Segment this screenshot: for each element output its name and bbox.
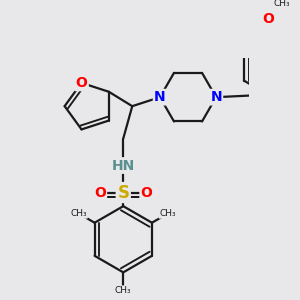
Text: N: N <box>154 90 166 104</box>
Text: O: O <box>262 12 274 26</box>
Text: CH₃: CH₃ <box>274 0 290 8</box>
Text: O: O <box>94 185 106 200</box>
Text: O: O <box>76 76 88 90</box>
Text: CH₃: CH₃ <box>115 286 132 295</box>
Text: HN: HN <box>112 158 135 172</box>
Text: S: S <box>117 184 129 202</box>
Text: N: N <box>210 90 222 104</box>
Text: CH₃: CH₃ <box>71 209 87 218</box>
Text: CH₃: CH₃ <box>159 209 176 218</box>
Text: O: O <box>141 185 153 200</box>
